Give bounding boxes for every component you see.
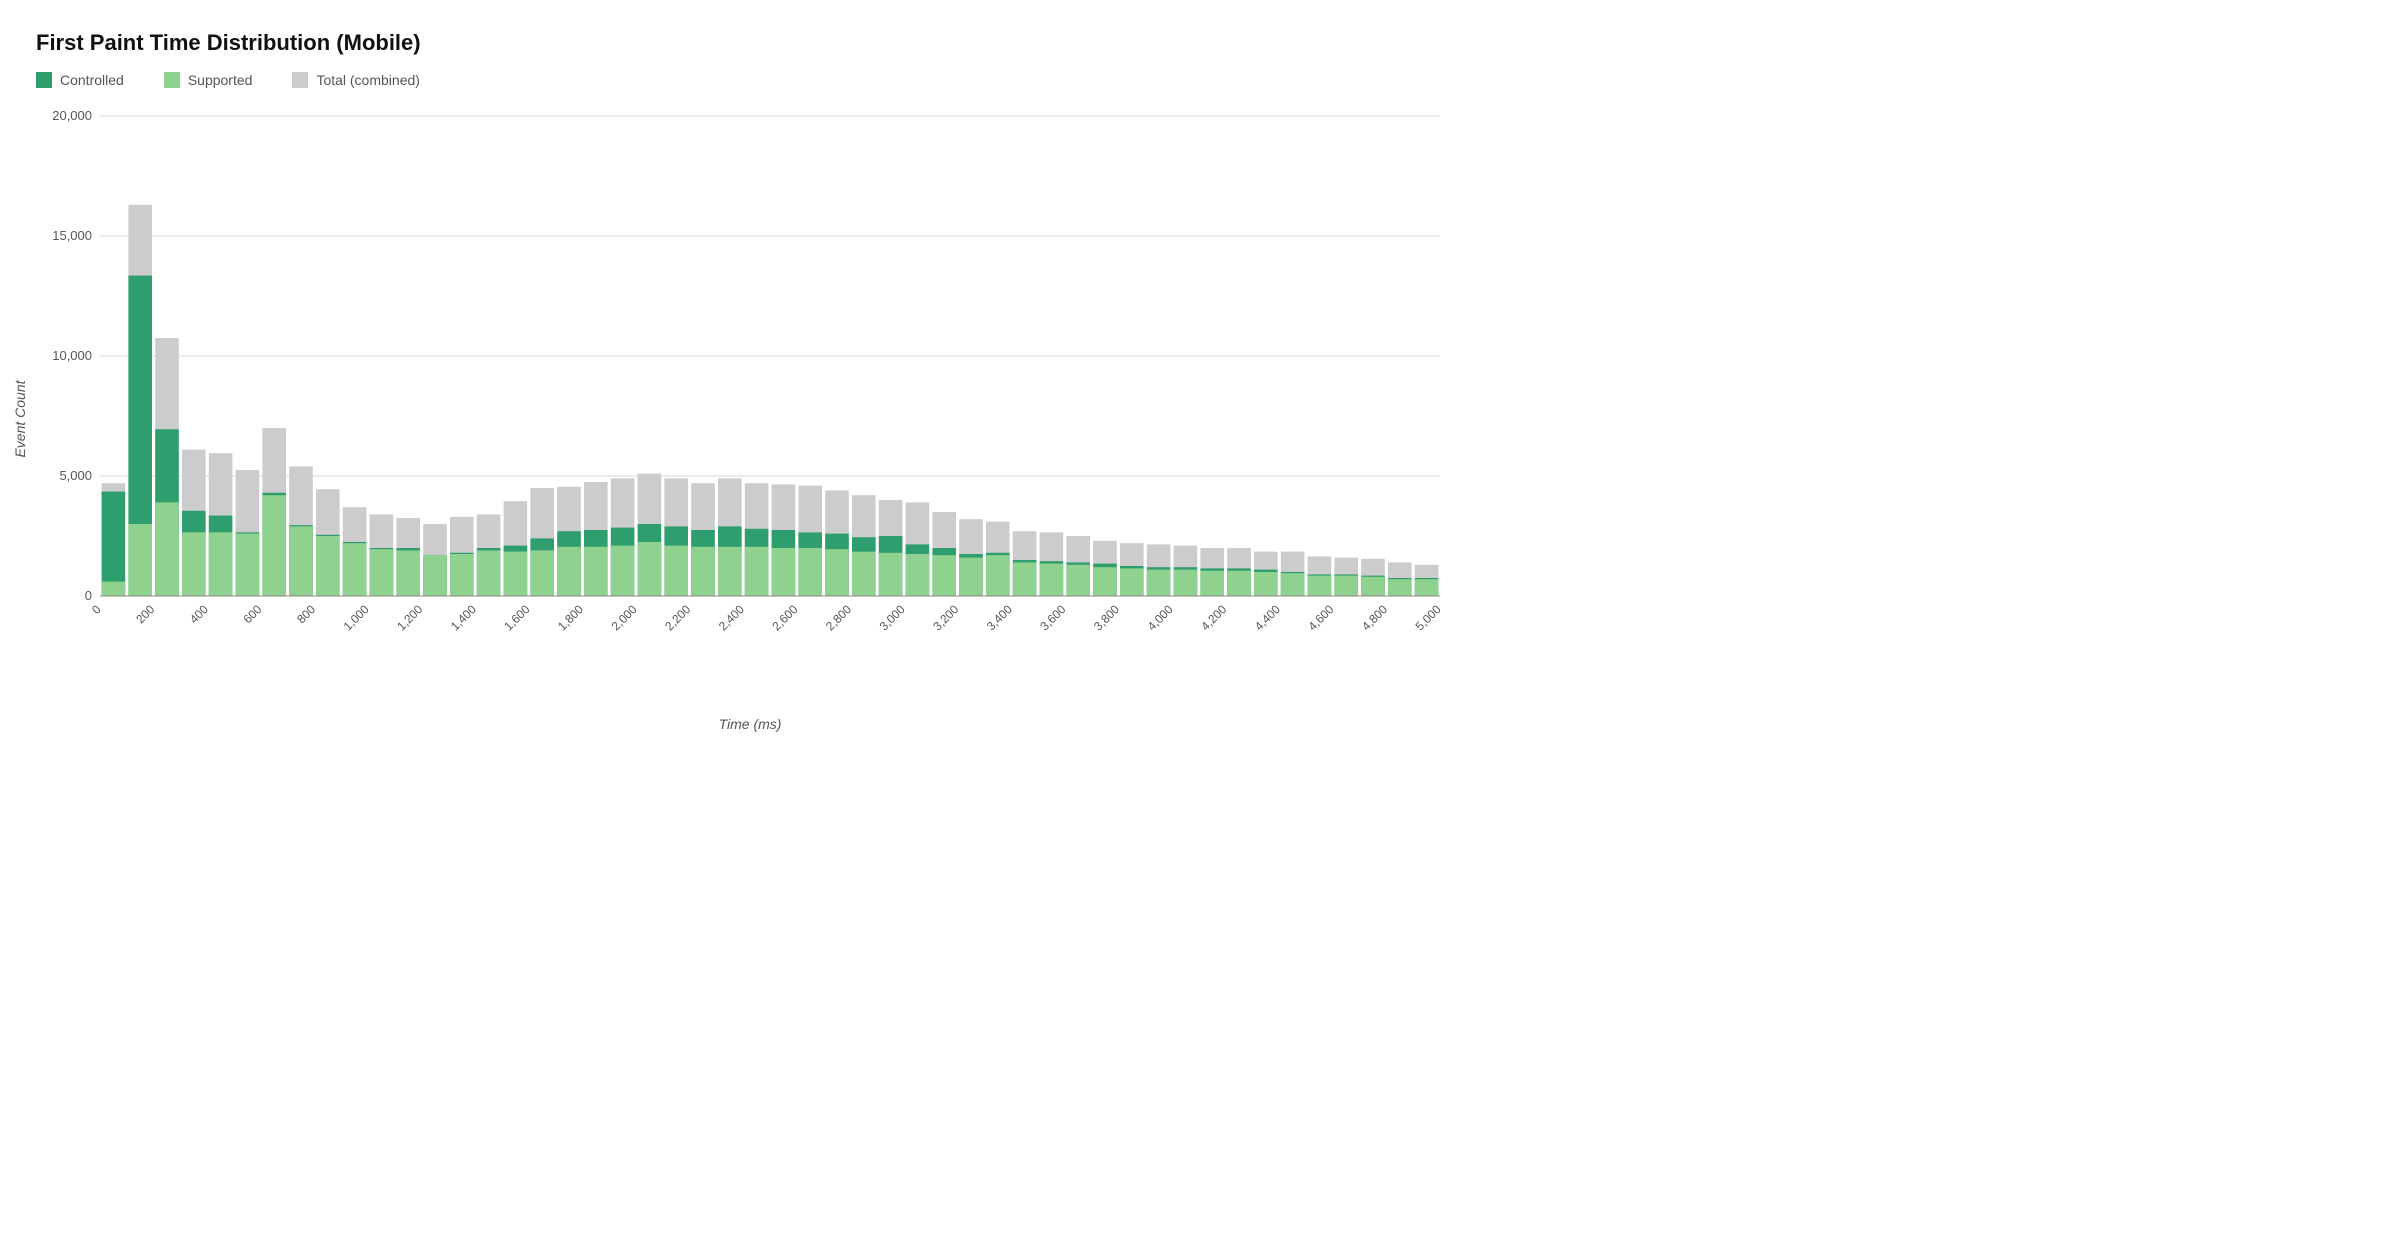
svg-text:2,800: 2,800 — [823, 602, 854, 633]
y-axis-label: Event Count — [12, 380, 28, 457]
bar-supported — [1254, 572, 1278, 596]
bar-supported — [1013, 562, 1037, 596]
bar-supported — [289, 526, 313, 596]
legend-swatch-supported — [164, 72, 180, 88]
chart-container: First Paint Time Distribution (Mobile) C… — [0, 0, 1500, 780]
svg-text:200: 200 — [133, 602, 157, 626]
svg-text:4,800: 4,800 — [1359, 602, 1390, 633]
bar-supported — [370, 549, 394, 596]
bar-supported — [262, 495, 286, 596]
bar-supported — [209, 532, 233, 596]
bar-supported — [557, 547, 581, 596]
svg-text:4,600: 4,600 — [1305, 602, 1336, 633]
svg-text:1,200: 1,200 — [394, 602, 425, 633]
bar-supported — [343, 543, 367, 596]
bar-supported — [423, 555, 447, 596]
svg-text:10,000: 10,000 — [52, 348, 92, 363]
legend-label-controlled: Controlled — [60, 72, 124, 88]
svg-text:3,800: 3,800 — [1091, 602, 1122, 633]
bar-supported — [1120, 568, 1144, 596]
bar-supported — [1388, 579, 1412, 596]
svg-text:15,000: 15,000 — [52, 228, 92, 243]
bar-supported — [450, 554, 474, 596]
svg-text:2,000: 2,000 — [609, 602, 640, 633]
svg-text:4,000: 4,000 — [1145, 602, 1176, 633]
bar-supported — [798, 548, 822, 596]
bar-supported — [986, 555, 1010, 596]
bar-supported — [691, 547, 715, 596]
bar-supported — [1066, 565, 1090, 596]
bar-controlled — [102, 492, 126, 596]
bar-supported — [316, 536, 340, 596]
x-axis-label: Time (ms) — [30, 716, 1470, 732]
bar-supported — [236, 534, 260, 596]
bar-supported — [932, 555, 956, 596]
bar-supported — [155, 502, 179, 596]
bar-supported — [1308, 576, 1332, 596]
svg-text:3,600: 3,600 — [1037, 602, 1068, 633]
chart-title: First Paint Time Distribution (Mobile) — [36, 30, 1470, 56]
legend-swatch-total — [292, 72, 308, 88]
bar-supported — [638, 542, 662, 596]
legend-item-total: Total (combined) — [292, 72, 420, 88]
bar-supported — [102, 582, 126, 596]
bar-supported — [959, 558, 983, 596]
bar-supported — [1415, 579, 1439, 596]
bar-supported — [1227, 571, 1251, 596]
bar-supported — [825, 549, 849, 596]
legend-label-total: Total (combined) — [316, 72, 420, 88]
bar-supported — [906, 554, 930, 596]
svg-text:2,600: 2,600 — [769, 602, 800, 633]
bar-supported — [1200, 571, 1224, 596]
svg-text:4,400: 4,400 — [1252, 602, 1283, 633]
bar-supported — [530, 550, 554, 596]
bar-supported — [477, 550, 501, 596]
svg-text:4,200: 4,200 — [1198, 602, 1229, 633]
svg-text:2,200: 2,200 — [662, 602, 693, 633]
svg-text:3,400: 3,400 — [984, 602, 1015, 633]
legend-label-supported: Supported — [188, 72, 253, 88]
bar-supported — [1147, 570, 1171, 596]
svg-text:600: 600 — [240, 602, 264, 626]
bar-supported — [664, 546, 688, 596]
svg-text:1,800: 1,800 — [555, 602, 586, 633]
svg-text:400: 400 — [187, 602, 211, 626]
bar-supported — [879, 553, 903, 596]
bar-supported — [745, 547, 769, 596]
bar-supported — [182, 532, 206, 596]
legend-item-controlled: Controlled — [36, 72, 124, 88]
bar-supported — [1174, 570, 1198, 596]
bar-supported — [611, 546, 635, 596]
svg-text:5,000: 5,000 — [1413, 602, 1444, 633]
bar-supported — [504, 552, 528, 596]
bar-supported — [396, 550, 420, 596]
bar-supported — [772, 548, 796, 596]
svg-text:20,000: 20,000 — [52, 108, 92, 123]
bar-supported — [128, 524, 152, 596]
legend-item-supported: Supported — [164, 72, 253, 88]
bar-supported — [1040, 564, 1064, 596]
bar-supported — [1361, 577, 1385, 596]
legend-swatch-controlled — [36, 72, 52, 88]
svg-text:5,000: 5,000 — [59, 468, 92, 483]
bar-supported — [1334, 576, 1358, 596]
svg-text:3,200: 3,200 — [930, 602, 961, 633]
svg-text:2,400: 2,400 — [716, 602, 747, 633]
bar-supported — [718, 547, 742, 596]
svg-text:1,600: 1,600 — [501, 602, 532, 633]
svg-text:1,400: 1,400 — [448, 602, 479, 633]
svg-text:3,000: 3,000 — [877, 602, 908, 633]
chart-legend: Controlled Supported Total (combined) — [36, 72, 1470, 88]
bar-supported — [852, 552, 876, 596]
svg-text:0: 0 — [85, 588, 92, 603]
bar-supported — [584, 547, 608, 596]
bar-supported — [1093, 567, 1117, 596]
chart-svg: 0 5,000 10,000 15,000 20,000 0 200 400 600 800 1,0… — [30, 106, 1460, 666]
svg-text:0: 0 — [89, 602, 104, 617]
svg-text:800: 800 — [294, 602, 318, 626]
plot-area: Event Count 05,00010,00015,00020,0000200… — [30, 106, 1470, 732]
bar-supported — [1281, 573, 1305, 596]
svg-text:1,000: 1,000 — [341, 602, 372, 633]
